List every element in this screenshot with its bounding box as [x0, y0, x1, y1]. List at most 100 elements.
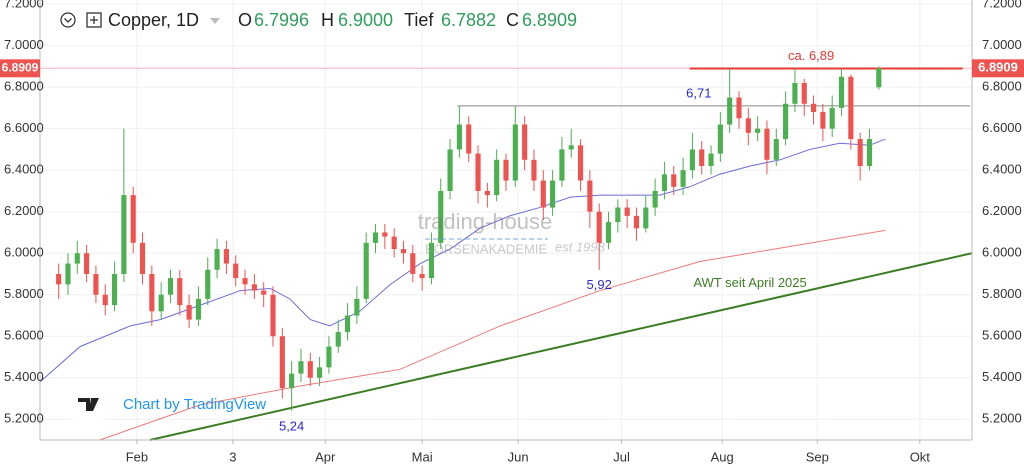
candle-body — [335, 332, 341, 347]
low-label: 5,92 — [587, 277, 612, 292]
candle-body — [84, 253, 90, 274]
candle-body — [391, 236, 397, 250]
credit-text[interactable]: Chart by TradingView — [123, 396, 266, 413]
candle-body — [261, 290, 267, 295]
candle-body — [410, 253, 416, 274]
price-badge — [972, 59, 1024, 78]
y-tick-label: 7.0000 — [4, 37, 44, 52]
y-tick-label: 5.8000 — [982, 286, 1022, 301]
candle-body — [428, 242, 435, 279]
y-tick-label: 5.2000 — [4, 411, 44, 426]
y-tick-label: 5.6000 — [982, 328, 1022, 343]
candle-body — [205, 269, 211, 299]
dropdown[interactable] — [210, 18, 220, 24]
candle-body — [587, 180, 593, 212]
ohlc-value: 6.9000 — [338, 10, 393, 30]
y-tick-label: 6.4000 — [982, 162, 1022, 177]
y-tick-label: 7.2000 — [4, 0, 44, 11]
candle-body — [568, 145, 574, 150]
candle-body — [540, 180, 546, 208]
candle-body — [838, 76, 845, 108]
ohlc-name: Tief — [404, 10, 434, 30]
candle-body — [167, 278, 174, 295]
candle-body — [149, 273, 155, 312]
price-badge-label: 6.8909 — [978, 60, 1018, 75]
ohlc-name: H — [321, 10, 334, 30]
candle-body — [773, 139, 779, 160]
candle-body — [848, 76, 854, 140]
candle-body — [755, 128, 761, 133]
candle-body — [400, 249, 407, 254]
candle-body — [121, 195, 127, 274]
candle-body — [829, 107, 835, 129]
price-badge-label: 6.8909 — [2, 60, 39, 74]
x-tick-label: Feb — [126, 449, 148, 464]
watermark-since: est 1998 — [555, 239, 606, 254]
candle-body — [745, 118, 751, 133]
candle-body — [317, 367, 323, 378]
candle-body — [307, 361, 313, 378]
candle-body — [727, 97, 733, 125]
symbol[interactable]: Copper, 1D — [108, 10, 199, 30]
candle-body — [605, 222, 612, 243]
candle-body — [708, 153, 714, 167]
candle-body — [382, 232, 388, 237]
ohlc-name: O — [238, 10, 252, 30]
candle-body — [279, 336, 285, 389]
tv-logo — [78, 398, 99, 411]
add-icon[interactable] — [86, 12, 102, 28]
y-tick-label: 6.6000 — [4, 120, 44, 135]
candle-body — [783, 103, 789, 140]
candle-body — [56, 273, 62, 285]
candle-body — [130, 195, 136, 243]
candle-body — [419, 273, 425, 279]
candle-body — [866, 139, 873, 167]
candle-body — [298, 361, 304, 374]
trendline-label: AWT seit April 2025 — [693, 275, 806, 290]
y-tick-label: 6.4000 — [4, 162, 44, 177]
candle-body — [233, 263, 239, 279]
low-label: 5,24 — [279, 418, 304, 433]
moving-average — [39, 138, 886, 383]
candle-body — [74, 253, 80, 264]
candle-body — [456, 124, 462, 150]
candle-body — [447, 149, 453, 191]
grid — [0, 0, 1024, 440]
watermark-brand: trading-house — [418, 209, 553, 234]
candle-body — [102, 294, 108, 306]
y-tick-label: 7.0000 — [982, 37, 1022, 52]
ohlc-value: 6.8909 — [522, 10, 577, 30]
y-tick-label: 5.8000 — [4, 286, 44, 301]
candle-body — [326, 346, 332, 368]
y-tick-label: 5.6000 — [4, 328, 44, 343]
candle-body — [363, 242, 369, 299]
candle-body — [857, 139, 863, 167]
level-label: 6,71 — [686, 85, 711, 100]
candle-body — [577, 145, 584, 181]
candle-body — [344, 315, 351, 333]
candle-body — [717, 124, 723, 154]
candle-body — [671, 174, 677, 187]
ohlc-value: 6.7996 — [254, 10, 309, 30]
candle-body — [522, 124, 528, 160]
candle-body — [801, 83, 807, 104]
candle-body — [139, 242, 146, 274]
candle-body — [214, 249, 220, 270]
candle-body — [158, 294, 164, 312]
ohlc-value: 6.7882 — [441, 10, 496, 30]
candle-body — [223, 249, 229, 264]
collapse-icon[interactable] — [60, 12, 76, 28]
candle-body — [820, 112, 826, 129]
candle-body — [93, 273, 99, 295]
candle-body — [512, 124, 518, 181]
y-tick-label: 6.8000 — [982, 79, 1022, 94]
header: Copper, 1D O 6.7996 H 6.9000 Tief 6.7882… — [60, 10, 577, 30]
x-tick-label: Sep — [806, 449, 829, 464]
candle-body — [65, 263, 71, 285]
plot: AWT seit April 2025 ca. 6,89 6,71 5,24 5,92 — [39, 48, 973, 441]
candle-body — [559, 149, 565, 181]
candle-body — [466, 124, 472, 154]
candle-body — [736, 97, 742, 119]
candle-body — [242, 278, 248, 285]
